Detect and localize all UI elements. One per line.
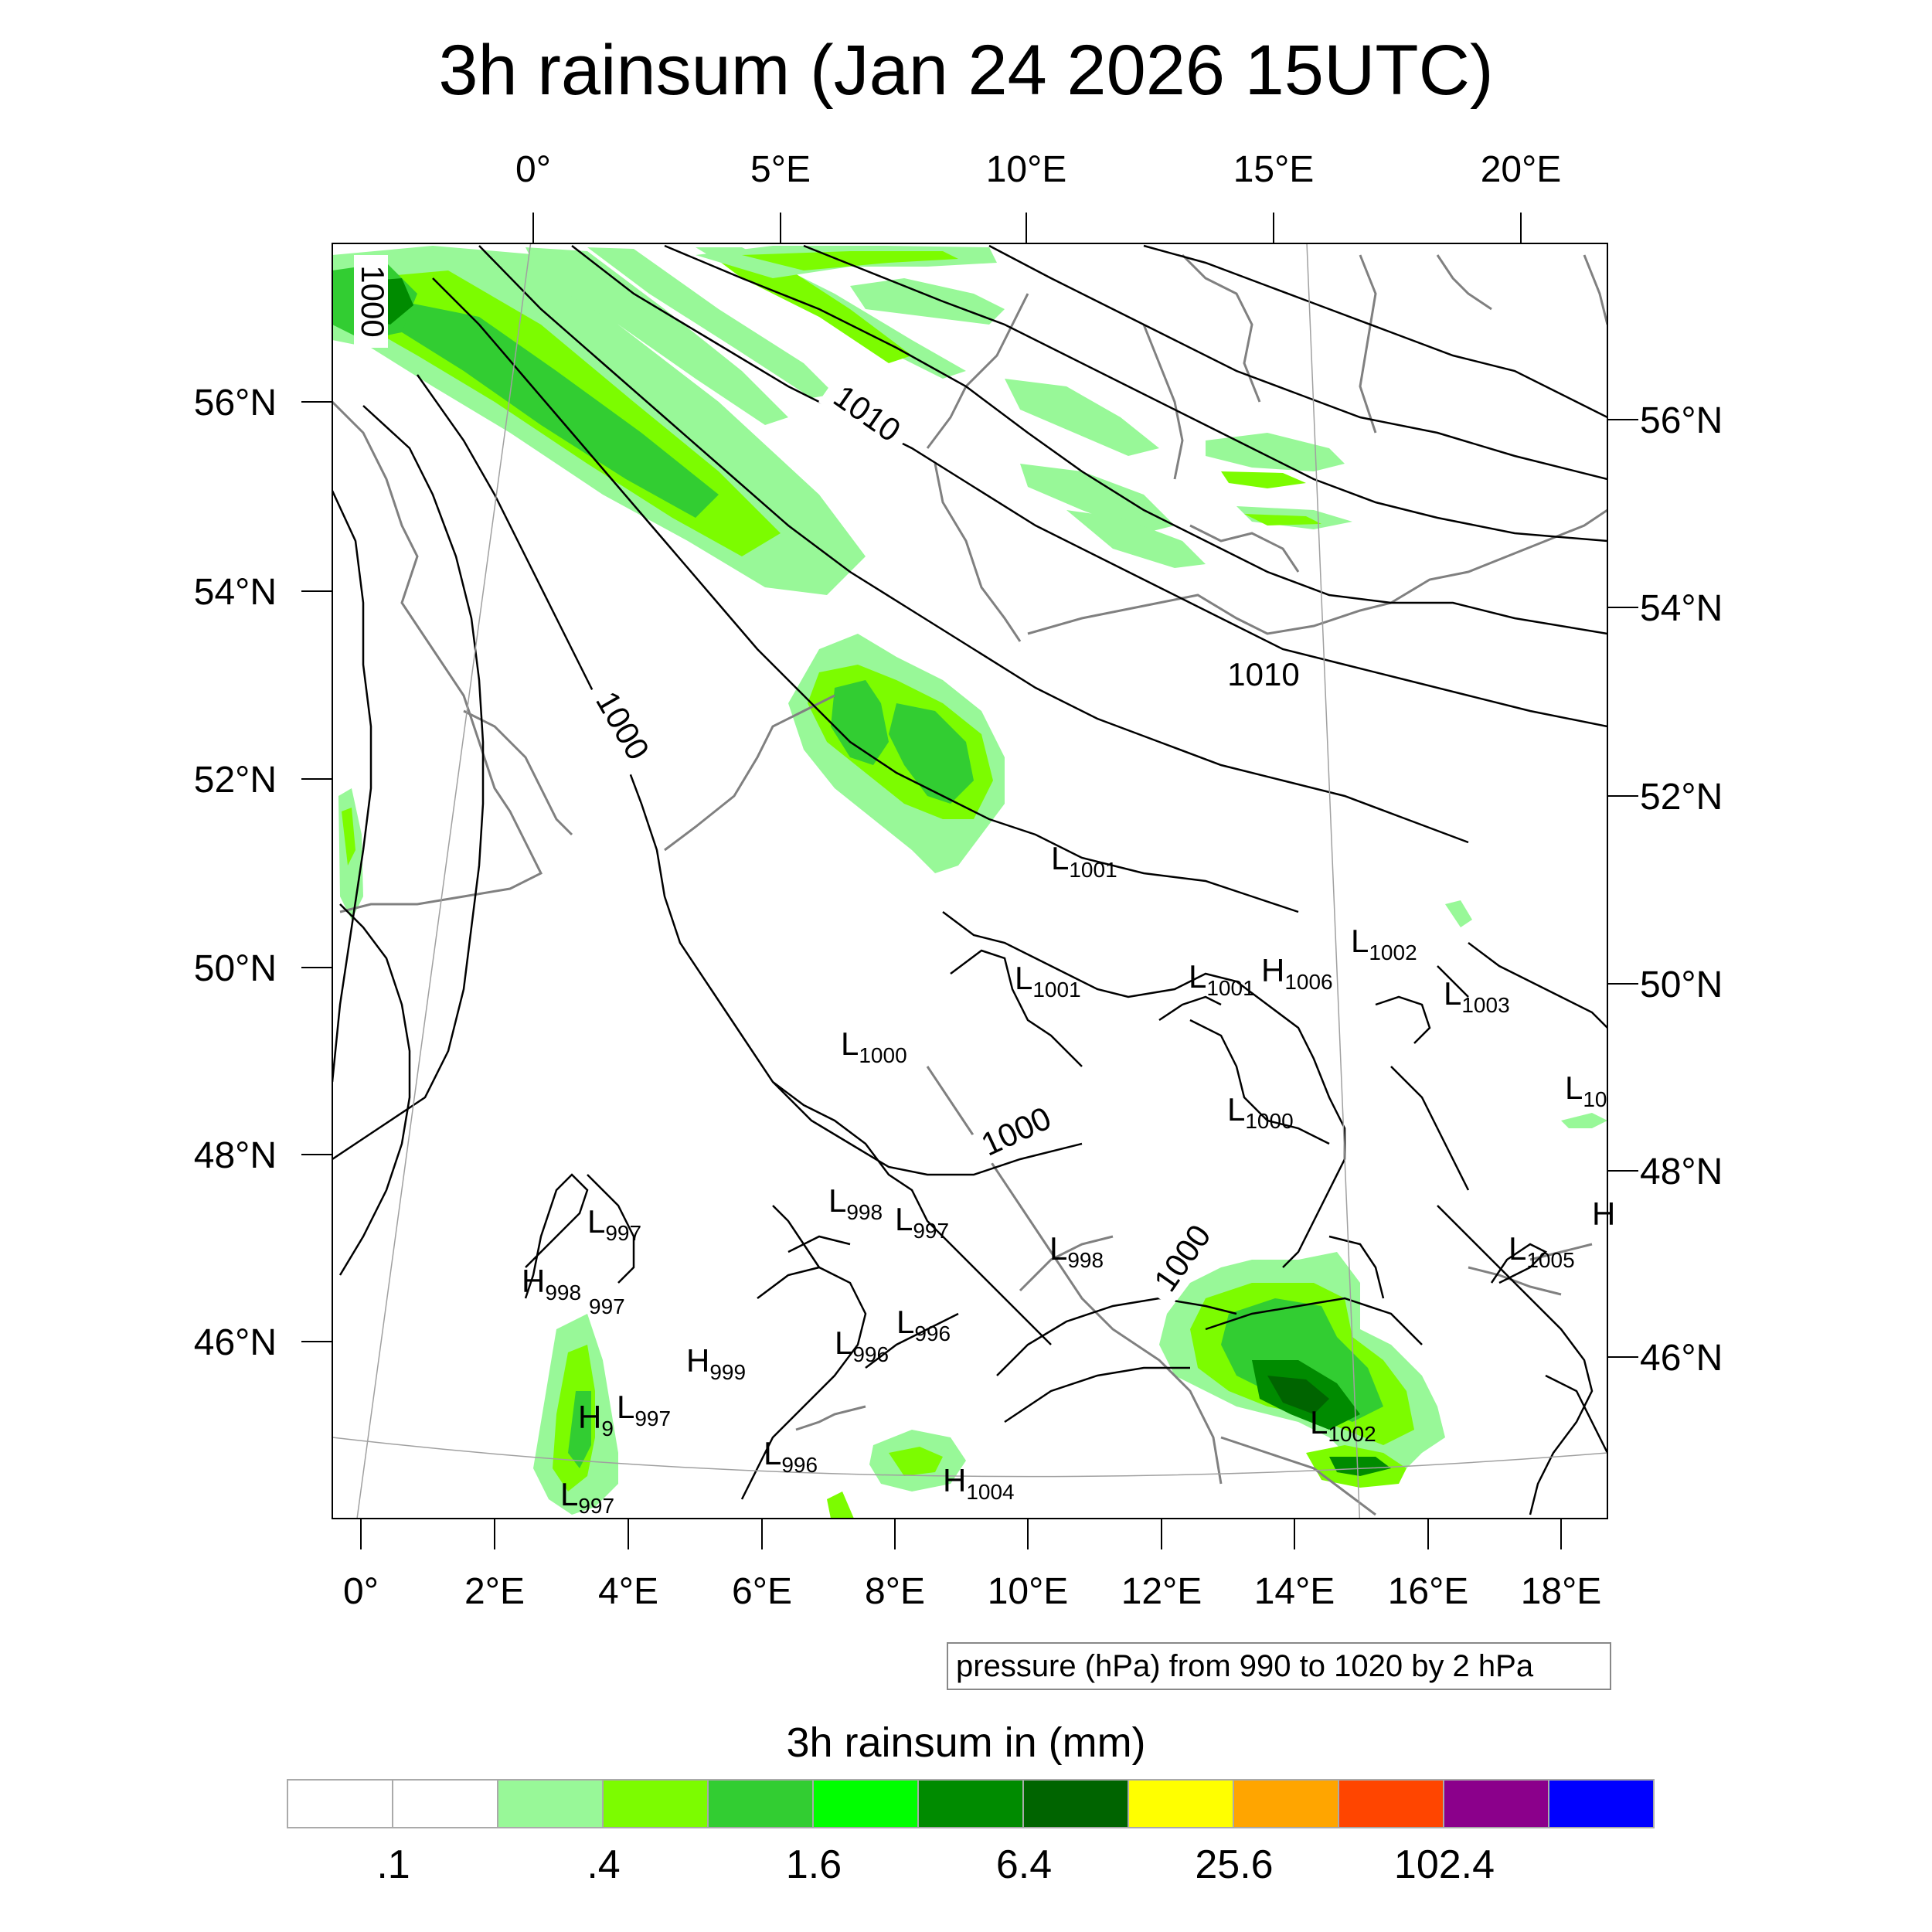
colorbar-title: 3h rainsum in (mm): [786, 1719, 1146, 1766]
colorbar-swatch: [707, 1779, 814, 1828]
right-lat-label: 52°N: [1640, 777, 1723, 818]
right-lat-label: 50°N: [1640, 964, 1723, 1005]
colorbar-label: .4: [587, 1842, 620, 1887]
pressure-center: L1003: [1444, 975, 1510, 1017]
pressure-center: L997: [895, 1201, 949, 1243]
pressure-center: L1002: [1310, 1404, 1376, 1446]
pressure-contour-note: pressure (hPa) from 990 to 1020 by 2 hPa: [947, 1642, 1611, 1690]
rain-area-france-south: [533, 1314, 966, 1519]
colorbar-swatch: [1548, 1779, 1655, 1828]
colorbar-swatch: [812, 1779, 919, 1828]
pressure-center: H998: [522, 1263, 581, 1304]
right-lat-label: 54°N: [1640, 588, 1723, 629]
isobar-label: 1010: [1227, 656, 1299, 692]
pressure-center: L1002: [1351, 923, 1417, 964]
colorbar-labels: .1 .4 1.6 6.4 25.6 102.4: [376, 1842, 1495, 1887]
left-lat-label: 48°N: [194, 1135, 277, 1176]
pressure-center: L1001: [1189, 958, 1255, 1000]
pressure-center: L1001: [1015, 960, 1081, 1002]
bottom-lon-labels: 0° 2°E 4°E 6°E 8°E 10°E 12°E 14°E 16°E 1…: [343, 1571, 1601, 1612]
pressure-center: L998: [828, 1182, 883, 1224]
top-ticks: [532, 213, 1522, 243]
graticule: [332, 243, 1607, 1519]
left-lat-label: 50°N: [194, 948, 277, 989]
bottom-lon-label: 16°E: [1388, 1571, 1469, 1612]
colorbar: .1 .4 1.6 6.4 25.6 102.4: [287, 1779, 1655, 1887]
top-lon-label: 15°E: [1233, 149, 1315, 190]
pressure-center: L1001: [1051, 840, 1117, 882]
top-lon-label: 10°E: [986, 149, 1067, 190]
colorbar-swatch: [917, 1779, 1024, 1828]
top-lon-labels: 0° 5°E 10°E 15°E 20°E: [515, 149, 1561, 190]
pressure-center: 997: [589, 1294, 625, 1318]
pressure-centers: L1001 L1002 L1001 L1001 H1006 L1003 L100…: [522, 840, 1615, 1518]
pressure-center: L997: [587, 1203, 641, 1245]
pressure-center: H: [1592, 1196, 1615, 1232]
right-lat-label: 56°N: [1640, 400, 1723, 441]
colorbar-swatches: [287, 1779, 1655, 1828]
bottom-lon-label: 8°E: [865, 1571, 925, 1612]
colorbar-swatch: [1338, 1779, 1444, 1828]
pressure-center: L1000: [1227, 1091, 1294, 1133]
left-lat-labels: 56°N 54°N 52°N 50°N 48°N 46°N: [194, 383, 277, 1363]
pressure-center: L996: [764, 1435, 818, 1477]
bottom-lon-label: 2°E: [464, 1571, 525, 1612]
rain-area-alps-east: [1159, 1252, 1445, 1488]
map-title: 3h rainsum (Jan 24 2026 15UTC): [438, 31, 1494, 110]
bottom-lon-label: 12°E: [1121, 1571, 1202, 1612]
right-lat-label: 48°N: [1640, 1151, 1723, 1192]
coastlines: [332, 253, 1607, 1516]
pressure-center: L1000: [841, 1026, 907, 1067]
left-ticks: [301, 401, 332, 1342]
pressure-center: L996: [835, 1325, 889, 1366]
pressure-center: H999: [686, 1342, 746, 1384]
pressure-center: H9: [578, 1399, 614, 1440]
pressure-center: H1004: [943, 1462, 1015, 1504]
bottom-lon-label: 4°E: [598, 1571, 658, 1612]
bottom-lon-label: 6°E: [732, 1571, 792, 1612]
bottom-lon-label: 14°E: [1254, 1571, 1335, 1612]
colorbar-label: 6.4: [996, 1842, 1052, 1887]
bottom-lon-label: 18°E: [1521, 1571, 1602, 1612]
pressure-center: H1006: [1261, 952, 1333, 994]
isobars: [332, 244, 1607, 1515]
colorbar-swatch: [392, 1779, 498, 1828]
colorbar-swatch: [1128, 1779, 1234, 1828]
colorbar-swatch: [287, 1779, 393, 1828]
colorbar-label: 1.6: [786, 1842, 842, 1887]
colorbar-swatch: [602, 1779, 709, 1828]
bottom-lon-label: 10°E: [988, 1571, 1069, 1612]
top-lon-label: 20°E: [1481, 149, 1562, 190]
colorbar-label: 25.6: [1195, 1842, 1273, 1887]
plot-frame: [332, 243, 1608, 1519]
left-lat-label: 52°N: [194, 760, 277, 801]
right-lat-labels: 56°N 54°N 52°N 50°N 48°N 46°N: [1640, 400, 1723, 1379]
pressure-center: L996: [896, 1304, 951, 1345]
pressure-center: L997: [617, 1389, 671, 1430]
rain-area-netherlands: [788, 634, 1005, 873]
colorbar-swatch: [497, 1779, 604, 1828]
pressure-center: L998: [1049, 1230, 1104, 1272]
isobar-label: 1000: [355, 265, 391, 337]
pressure-center: L1005: [1509, 1230, 1575, 1272]
left-lat-label: 46°N: [194, 1322, 277, 1363]
pressure-center: L10: [1565, 1070, 1607, 1111]
top-lon-label: 5°E: [750, 149, 811, 190]
pressure-center: L997: [560, 1476, 614, 1518]
colorbar-swatch: [1233, 1779, 1339, 1828]
colorbar-swatch: [1022, 1779, 1129, 1828]
bottom-ticks: [360, 1519, 1562, 1549]
right-ticks: [1607, 419, 1638, 1358]
colorbar-label: .1: [376, 1842, 410, 1887]
left-lat-label: 54°N: [194, 572, 277, 613]
colorbar-swatch: [1443, 1779, 1549, 1828]
right-lat-label: 46°N: [1640, 1338, 1723, 1379]
colorbar-label: 102.4: [1394, 1842, 1495, 1887]
left-lat-label: 56°N: [194, 383, 277, 423]
top-lon-label: 0°: [515, 149, 551, 190]
bottom-lon-label: 0°: [343, 1571, 379, 1612]
